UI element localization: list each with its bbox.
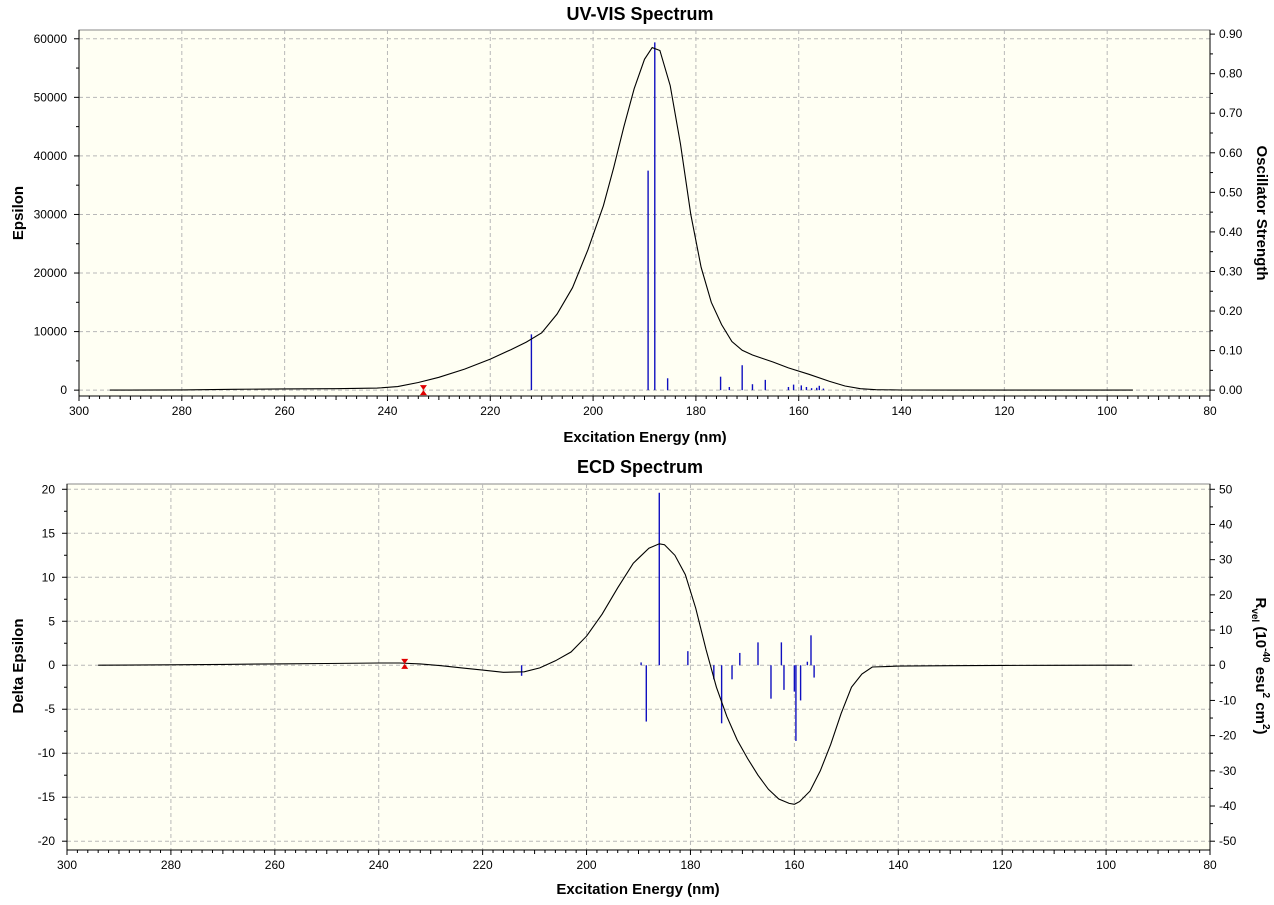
uv-y-tick-label: 50000 bbox=[34, 90, 68, 104]
ecd-x-tick-label: 140 bbox=[888, 858, 908, 872]
uv-x-axis-label: Excitation Energy (nm) bbox=[563, 429, 726, 446]
uv-y2-tick-label: 0.00 bbox=[1219, 383, 1243, 397]
ecd-y-tick-label: 10 bbox=[42, 570, 56, 584]
ecd-y2-tick-label: 50 bbox=[1219, 482, 1233, 496]
uv-plot-area bbox=[78, 29, 1211, 397]
ecd-x-tick-label: 300 bbox=[57, 858, 77, 872]
uv-axes: 300 280 260 240 220 200 180 160 140 120 100 80 60000… bbox=[34, 27, 1243, 418]
ecd-y2-tick-label: 0 bbox=[1219, 658, 1226, 672]
uv-x-tick-label: 220 bbox=[480, 404, 500, 418]
ecd-y2-tick-label: 40 bbox=[1219, 517, 1233, 531]
uv-y2-tick-label: 0.50 bbox=[1219, 185, 1243, 199]
ecd-cursor-marker[interactable] bbox=[401, 658, 409, 669]
uv-y-tick-label: 60000 bbox=[34, 32, 68, 46]
uv-x-tick-label: 80 bbox=[1203, 404, 1217, 418]
ecd-y2-tick-label: -30 bbox=[1219, 764, 1237, 778]
ecd-y-tick-label: 0 bbox=[48, 658, 55, 672]
ecd-chart-title: ECD Spectrum bbox=[577, 457, 703, 477]
ecd-x-tick-label: 160 bbox=[784, 858, 804, 872]
uv-x-tick-label: 160 bbox=[789, 404, 809, 418]
uv-vis-chart: UV-VIS Spectrum 300 280 260 240 220 200 180 160… bbox=[10, 4, 1270, 446]
uv-oscillator-sticks bbox=[530, 42, 825, 391]
uv-y2-tick-label: 0.10 bbox=[1219, 344, 1243, 358]
uv-y-tick-label: 0 bbox=[60, 383, 67, 397]
ecd-y-tick-label: 5 bbox=[48, 614, 55, 628]
uv-y-tick-label: 40000 bbox=[34, 149, 68, 163]
uv-x-tick-label: 180 bbox=[686, 404, 706, 418]
ecd-spectrum-curve bbox=[98, 543, 1133, 805]
ecd-axes: 300 280 260 240 220 200 180 160 140 120 100 8020151… bbox=[38, 482, 1237, 872]
uv-y2-tick-label: 0.20 bbox=[1219, 304, 1243, 318]
ecd-x-tick-label: 120 bbox=[992, 858, 1012, 872]
uv-x-tick-label: 280 bbox=[172, 404, 192, 418]
uv-x-tick-label: 240 bbox=[377, 404, 397, 418]
ecd-x-tick-label: 80 bbox=[1203, 858, 1217, 872]
uv-y2-tick-label: 0.90 bbox=[1219, 27, 1243, 41]
ecd-y-tick-label: -20 bbox=[38, 834, 56, 848]
uv-y2-tick-label: 0.30 bbox=[1219, 264, 1243, 278]
ecd-y2-tick-label: 20 bbox=[1219, 588, 1233, 602]
uv-cursor-marker[interactable] bbox=[419, 385, 427, 396]
ecd-y-tick-label: -15 bbox=[38, 790, 56, 804]
ecd-y2-tick-label: -10 bbox=[1219, 693, 1237, 707]
ecd-y2-tick-label: -50 bbox=[1219, 834, 1237, 848]
uv-y-tick-label: 10000 bbox=[34, 325, 68, 339]
uv-y2-tick-label: 0.60 bbox=[1219, 146, 1243, 160]
ecd-x-tick-label: 260 bbox=[265, 858, 285, 872]
uv-x-tick-label: 260 bbox=[275, 404, 295, 418]
uv-x-tick-label: 120 bbox=[994, 404, 1014, 418]
uv-chart-title: UV-VIS Spectrum bbox=[566, 4, 713, 24]
ecd-y-tick-label: -10 bbox=[38, 746, 56, 760]
ecd-y2-axis-label: Rvel (10-40 esu2 cm2) bbox=[1249, 597, 1271, 734]
ecd-y-tick-label: 15 bbox=[42, 526, 56, 540]
ecd-x-tick-label: 180 bbox=[680, 858, 700, 872]
ecd-marker-glyph[interactable] bbox=[401, 658, 409, 669]
uv-x-tick-label: 100 bbox=[1097, 404, 1117, 418]
uv-y2-axis-label: Oscillator Strength bbox=[1253, 145, 1270, 280]
uv-marker-glyph[interactable] bbox=[419, 385, 427, 396]
ecd-x-tick-label: 200 bbox=[577, 858, 597, 872]
ecd-y2-tick-label: 30 bbox=[1219, 553, 1233, 567]
ecd-y2-tick-label: -20 bbox=[1219, 729, 1237, 743]
ecd-x-tick-label: 100 bbox=[1096, 858, 1116, 872]
ecd-y2-tick-label: -40 bbox=[1219, 799, 1237, 813]
uv-y-axis-label: Epsilon bbox=[10, 186, 27, 240]
uv-y2-tick-label: 0.40 bbox=[1219, 225, 1243, 239]
ecd-x-tick-label: 240 bbox=[369, 858, 389, 872]
uv-y2-tick-label: 0.80 bbox=[1219, 67, 1243, 81]
uv-y-tick-label: 30000 bbox=[34, 207, 68, 221]
uv-x-tick-label: 200 bbox=[583, 404, 603, 418]
uv-gridlines bbox=[79, 30, 1210, 396]
ecd-y2-tick-label: 10 bbox=[1219, 623, 1233, 637]
uv-y2-tick-label: 0.70 bbox=[1219, 106, 1243, 120]
ecd-y-axis-label: Delta Epsilon bbox=[10, 618, 27, 713]
ecd-y-tick-label: -5 bbox=[44, 702, 55, 716]
ecd-plot-area bbox=[66, 483, 1211, 851]
uv-x-tick-label: 140 bbox=[892, 404, 912, 418]
ecd-x-axis-label: Excitation Energy (nm) bbox=[556, 881, 719, 898]
ecd-x-tick-label: 280 bbox=[161, 858, 181, 872]
ecd-rotatory-sticks bbox=[520, 492, 815, 741]
uv-spectrum-curve bbox=[109, 46, 1133, 391]
uv-x-tick-label: 300 bbox=[69, 404, 89, 418]
uv-y-tick-label: 20000 bbox=[34, 266, 68, 280]
ecd-chart: ECD Spectrum 300 280 260 240 220 200 180 160 140… bbox=[10, 457, 1271, 898]
ecd-y-tick-label: 20 bbox=[42, 482, 56, 496]
ecd-x-tick-label: 220 bbox=[473, 858, 493, 872]
